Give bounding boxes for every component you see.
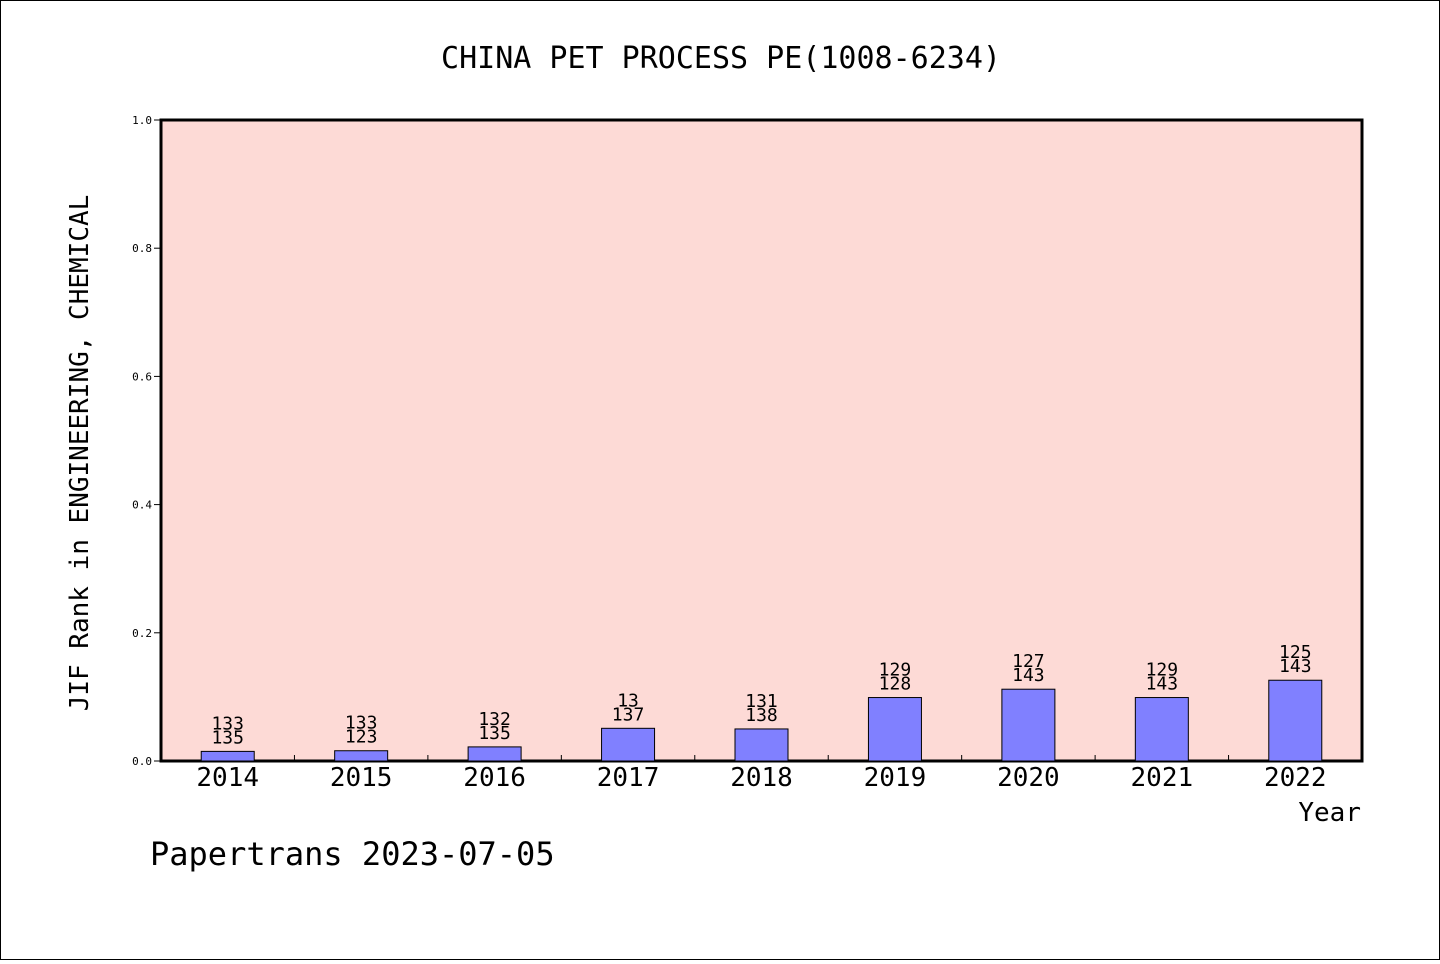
bar-2014 xyxy=(200,750,255,762)
x-tick-label: 2014 xyxy=(196,763,259,793)
y-tick-label: 0.0 xyxy=(132,755,152,768)
x-tick-label: 2021 xyxy=(1131,763,1194,793)
bar-total-label: 137 xyxy=(612,704,645,725)
x-tick-label: 2022 xyxy=(1264,763,1327,793)
bar-rank-label: 133 xyxy=(345,713,378,734)
bar-rank-label: 132 xyxy=(478,709,511,730)
bar-rank-label: 133 xyxy=(211,713,244,734)
x-axis-label: Year xyxy=(1298,798,1361,828)
bar-2019 xyxy=(867,697,922,762)
bar-total-label: 143 xyxy=(1012,665,1045,686)
bar-rank-label: 129 xyxy=(1146,660,1179,681)
bar-rank-label: 129 xyxy=(879,660,912,681)
bar-rank-label: 125 xyxy=(1279,642,1312,663)
y-tick-label: 0.4 xyxy=(132,499,152,512)
chart-title: CHINA PET PROCESS PE(1008-6234) xyxy=(441,41,1001,76)
y-tick-label: 0.8 xyxy=(132,242,152,255)
bar-rank-label: 131 xyxy=(745,691,778,712)
bar-2020 xyxy=(1001,688,1056,762)
y-tick-label: 0.6 xyxy=(132,370,152,383)
x-tick-label: 2016 xyxy=(463,763,526,793)
bar-2017 xyxy=(601,727,656,762)
x-tick-label: 2018 xyxy=(730,763,793,793)
footer-credit: Papertrans 2023-07-05 xyxy=(150,835,555,873)
bar-2022 xyxy=(1268,679,1323,762)
bar-total-label: 123 xyxy=(345,727,378,748)
bar-rank-label: 127 xyxy=(1012,651,1045,672)
bar-2015 xyxy=(334,750,389,762)
bar-total-label: 128 xyxy=(879,674,912,695)
bar-2018 xyxy=(734,728,789,762)
bar-total-label: 143 xyxy=(1279,656,1312,677)
y-tick-label: 0.2 xyxy=(132,627,152,640)
bar-total-label: 143 xyxy=(1146,674,1179,695)
bar-2016 xyxy=(467,746,522,762)
bar-rank-label: 13 xyxy=(617,690,639,711)
x-tick-label: 2015 xyxy=(330,763,393,793)
bar-total-label: 135 xyxy=(211,727,244,748)
bar-total-label: 138 xyxy=(745,705,778,726)
x-axis: 2014 2015 2016 2017 2018 2019 2020 2021 2022 xyxy=(196,755,1327,793)
bar-series xyxy=(200,679,1323,762)
bar-labels: 1331351331231321351313713113812912812714… xyxy=(211,642,1311,748)
y-axis-label: JIF Rank in ENGINEERING, CHEMICAL xyxy=(65,195,95,712)
y-tick-label: 1.0 xyxy=(132,114,152,127)
bar-2021 xyxy=(1134,697,1189,762)
plot-area xyxy=(159,118,1364,763)
x-tick-label: 2019 xyxy=(864,763,927,793)
bar-total-label: 135 xyxy=(478,723,511,744)
x-tick-label: 2020 xyxy=(997,763,1060,793)
x-tick-label: 2017 xyxy=(597,763,660,793)
y-axis: 0.0 0.2 0.4 0.6 0.8 1.0 xyxy=(132,114,161,768)
